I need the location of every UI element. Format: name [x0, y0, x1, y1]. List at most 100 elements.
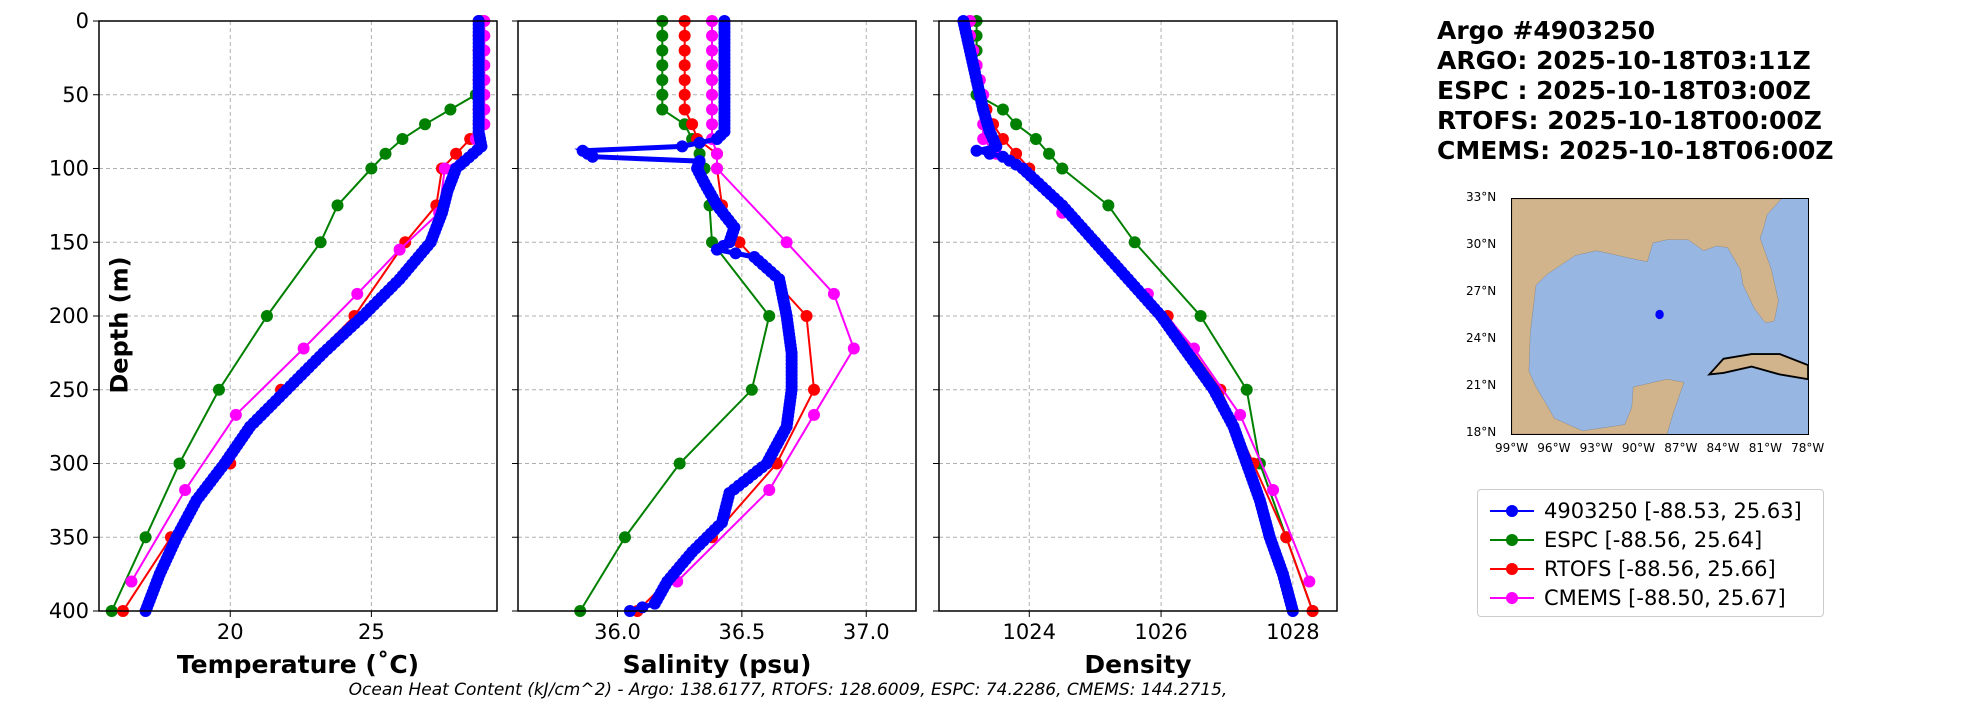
axes-frame	[938, 20, 1338, 612]
plot-area: 36.0 36.5 37.0	[512, 15, 917, 644]
map-lat-label: 33°N	[1466, 190, 1497, 204]
rtofs-marker	[678, 44, 691, 57]
cmems-line	[676, 21, 855, 583]
espc-marker	[1043, 147, 1056, 160]
cmems-marker	[780, 236, 793, 249]
cmems-marker	[847, 342, 860, 355]
x-tick-label: 36.0	[594, 620, 641, 644]
argo-series	[574, 15, 798, 617]
rtofs-marker	[678, 88, 691, 101]
cmems-marker	[706, 44, 719, 57]
espc-marker	[656, 59, 669, 72]
rtofs-marker	[678, 74, 691, 86]
map-lon-label: 99°W	[1495, 441, 1529, 455]
espc-marker	[745, 383, 758, 396]
espc-marker	[1194, 310, 1207, 322]
map-lon-label: 90°W	[1621, 441, 1656, 455]
land-north-america	[1512, 199, 1781, 434]
legend-marker-icon	[1490, 505, 1534, 517]
map-lon-label: 78°W	[1791, 441, 1825, 455]
legend-item-espc: ESPC [-88.56, 25.64]	[1490, 525, 1762, 555]
cmems-marker	[763, 484, 776, 497]
rtofs-marker	[1280, 531, 1293, 544]
espc-marker	[673, 457, 686, 470]
y-axis-label: Depth (m)	[105, 256, 134, 394]
map-lat-label: 27°N	[1466, 284, 1497, 298]
argo-marker	[586, 150, 599, 163]
argo-marker	[983, 147, 996, 160]
x-tick-label: 25	[358, 620, 385, 644]
x-tick-label: 36.5	[718, 620, 765, 644]
rtofs-marker	[678, 29, 691, 42]
cmems-marker	[706, 118, 719, 131]
cmems-time: CMEMS: 2025-10-18T06:00Z	[1437, 136, 1834, 165]
y-tick-label: 400	[49, 599, 89, 623]
temperature-panel: Depth (m) 20 25 0 50 100 150 200 250 300 350 400	[49, 9, 498, 644]
espc-marker	[656, 44, 669, 57]
espc-marker	[173, 457, 186, 470]
rtofs-marker	[808, 383, 821, 396]
salinity-x-label: Salinity (psu)	[622, 650, 812, 679]
cmems-marker	[706, 74, 719, 86]
rtofs-marker	[678, 59, 691, 72]
argo-time: ARGO: 2025-10-18T03:11Z	[1437, 46, 1811, 75]
axes-frame	[517, 20, 917, 612]
cmems-marker	[1234, 408, 1247, 421]
x-tick-label: 20	[217, 620, 244, 644]
map-lon-label: 87°W	[1664, 441, 1698, 455]
cmems-marker	[706, 103, 719, 116]
espc-marker	[1240, 383, 1253, 396]
float-location-marker	[1655, 309, 1664, 320]
map-lon-label: 81°W	[1748, 441, 1782, 455]
salinity-panel: 36.0 36.5 37.0	[512, 15, 917, 644]
espc-marker	[656, 103, 669, 116]
espc-marker	[1029, 133, 1042, 145]
legend-label: 4903250 [-88.53, 25.63]	[1544, 499, 1802, 523]
cmems-marker	[179, 484, 192, 497]
cmems-marker	[706, 29, 719, 42]
cmems-series	[125, 15, 491, 588]
espc-marker	[444, 103, 457, 116]
argo-marker	[693, 136, 706, 149]
x-tick-label: 1028	[1266, 620, 1319, 644]
cmems-marker	[1267, 484, 1280, 497]
map-lat-label: 30°N	[1466, 237, 1497, 251]
cmems-marker	[808, 408, 821, 421]
legend-item-cmems: CMEMS [-88.50, 25.67]	[1490, 583, 1786, 613]
temperature-x-label: Temperature (˚C)	[176, 650, 420, 679]
y-tick-label: 0	[76, 9, 89, 33]
argo-series	[139, 15, 488, 617]
espc-time: ESPC : 2025-10-18T03:00Z	[1437, 76, 1811, 105]
argo-marker	[970, 144, 983, 157]
espc-marker	[656, 88, 669, 101]
ocean-heat-content-text: Ocean Heat Content (kJ/cm^2) - Argo: 138…	[348, 680, 1228, 700]
legend-marker-icon	[1490, 592, 1534, 604]
density-panel: 1024 1026 1028	[933, 15, 1338, 644]
cmems-marker	[393, 243, 406, 256]
x-tick-label: 1026	[1134, 620, 1187, 644]
cmems-marker	[351, 287, 364, 300]
cmems-marker	[229, 408, 242, 421]
espc-marker	[1010, 118, 1023, 131]
argo-marker	[676, 140, 689, 153]
legend-item-argo: 4903250 [-88.53, 25.63]	[1490, 496, 1802, 526]
espc-marker	[656, 29, 669, 42]
cmems-marker	[1303, 575, 1316, 588]
rtofs-marker	[678, 103, 691, 116]
cmems-marker	[711, 147, 723, 160]
espc-marker	[1128, 236, 1141, 249]
y-tick-label: 150	[49, 230, 89, 254]
argo-series	[957, 15, 1299, 617]
map-lat-label: 24°N	[1466, 331, 1497, 345]
argo-marker	[648, 597, 661, 610]
espc-marker	[331, 199, 344, 212]
x-tick-label: 37.0	[843, 620, 890, 644]
map-lat-label: 21°N	[1466, 378, 1497, 392]
rtofs-marker	[800, 310, 813, 322]
legend: 4903250 [-88.53, 25.63] ESPC [-88.56, 25.…	[1477, 489, 1824, 617]
cmems-line	[130, 21, 486, 583]
float-title: Argo #4903250	[1437, 16, 1656, 45]
espc-marker	[139, 531, 152, 544]
espc-marker	[656, 74, 669, 86]
